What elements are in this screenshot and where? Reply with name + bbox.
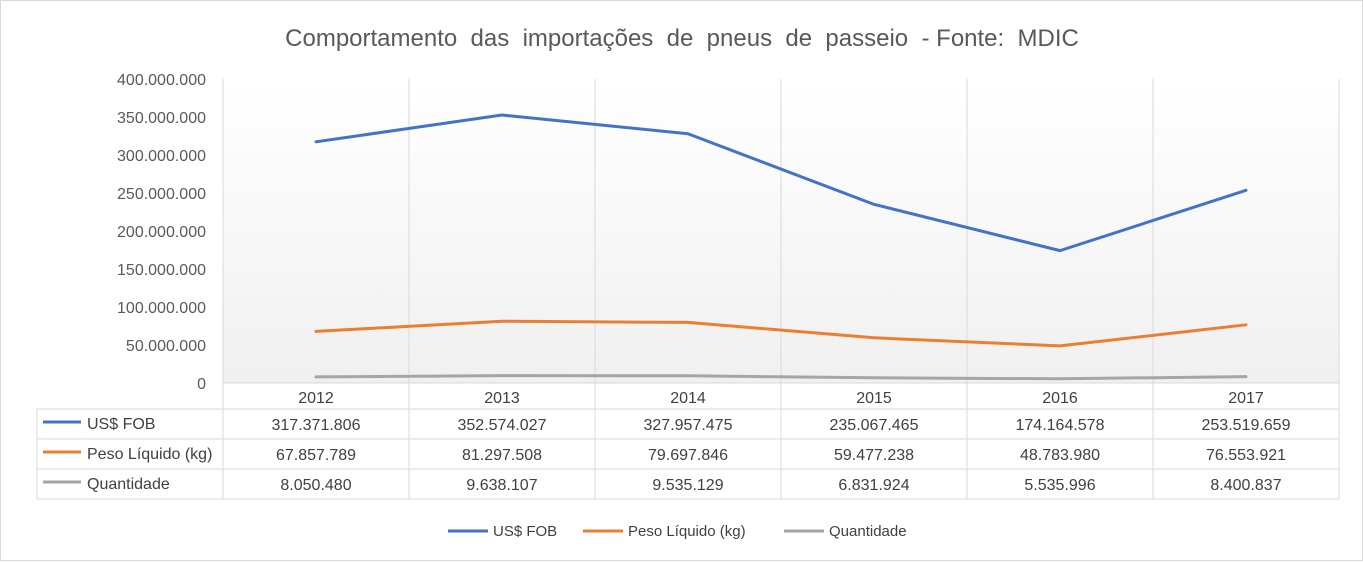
y-tick-label: 350.000.000 bbox=[117, 110, 206, 127]
y-tick-label: 250.000.000 bbox=[117, 186, 206, 203]
y-tick-label: 400.000.000 bbox=[117, 72, 206, 89]
x-category-label: 2015 bbox=[856, 390, 892, 407]
table-cell-value: 59.477.238 bbox=[834, 447, 914, 464]
table-cell-value: 81.297.508 bbox=[462, 447, 542, 464]
table-cell-value: 8.050.480 bbox=[280, 477, 351, 494]
table-cell-value: 352.574.027 bbox=[458, 417, 547, 434]
legend: US$ FOB Peso Líquido (kg) Quantidade bbox=[448, 523, 907, 540]
series-lines bbox=[314, 113, 1248, 381]
y-tick-label: 100.000.000 bbox=[117, 300, 206, 317]
y-tick-label: 50.000.000 bbox=[126, 338, 206, 355]
table-cell-value: 79.697.846 bbox=[648, 447, 728, 464]
data-table: 2012 2013 2014 2015 2016 2017 US$ FOB 317.371.8… bbox=[36, 382, 1340, 500]
table-cell-value: 67.857.789 bbox=[276, 447, 356, 464]
x-category-label: 2012 bbox=[298, 390, 334, 407]
table-cell-value: 9.535.129 bbox=[652, 477, 723, 494]
y-tick-label: 0 bbox=[197, 376, 206, 393]
table-cell-value: 6.831.924 bbox=[838, 477, 909, 494]
table-row-label: US$ FOB bbox=[87, 416, 155, 433]
x-category-label: 2014 bbox=[670, 390, 706, 407]
series-line-3 bbox=[314, 374, 1248, 381]
x-category-label: 2017 bbox=[1228, 390, 1264, 407]
table-cell-value: 9.638.107 bbox=[466, 477, 537, 494]
y-tick-label: 300.000.000 bbox=[117, 148, 206, 165]
x-category-label: 2016 bbox=[1042, 390, 1078, 407]
table-row-label: Peso Líquido (kg) bbox=[87, 446, 212, 463]
table-cell-value: 8.400.837 bbox=[1210, 477, 1281, 494]
series-line-2 bbox=[314, 319, 1248, 348]
legend-label: US$ FOB bbox=[493, 523, 557, 540]
legend-label: Peso Líquido (kg) bbox=[628, 523, 746, 540]
table-row-label: Quantidade bbox=[87, 476, 170, 493]
table-cell-value: 327.957.475 bbox=[644, 417, 733, 434]
y-tick-label: 150.000.000 bbox=[117, 262, 206, 279]
table-cell-value: 317.371.806 bbox=[272, 417, 361, 434]
series-line-1 bbox=[314, 113, 1248, 253]
chart-title: Comportamento das importações de pneus d… bbox=[285, 25, 1079, 52]
table-cell-value: 76.553.921 bbox=[1206, 447, 1286, 464]
y-axis-ticks: 0 50.000.000 100.000.000 150.000.000 200.000… bbox=[117, 72, 206, 393]
table-cell-value: 5.535.996 bbox=[1024, 477, 1095, 494]
table-cell-value: 48.783.980 bbox=[1020, 447, 1100, 464]
legend-label: Quantidade bbox=[829, 523, 907, 540]
table-cell-value: 253.519.659 bbox=[1202, 417, 1291, 434]
x-category-label: 2013 bbox=[484, 390, 520, 407]
table-cell-value: 235.067.465 bbox=[830, 417, 919, 434]
y-tick-label: 200.000.000 bbox=[117, 224, 206, 241]
table-cell-value: 174.164.578 bbox=[1016, 417, 1105, 434]
